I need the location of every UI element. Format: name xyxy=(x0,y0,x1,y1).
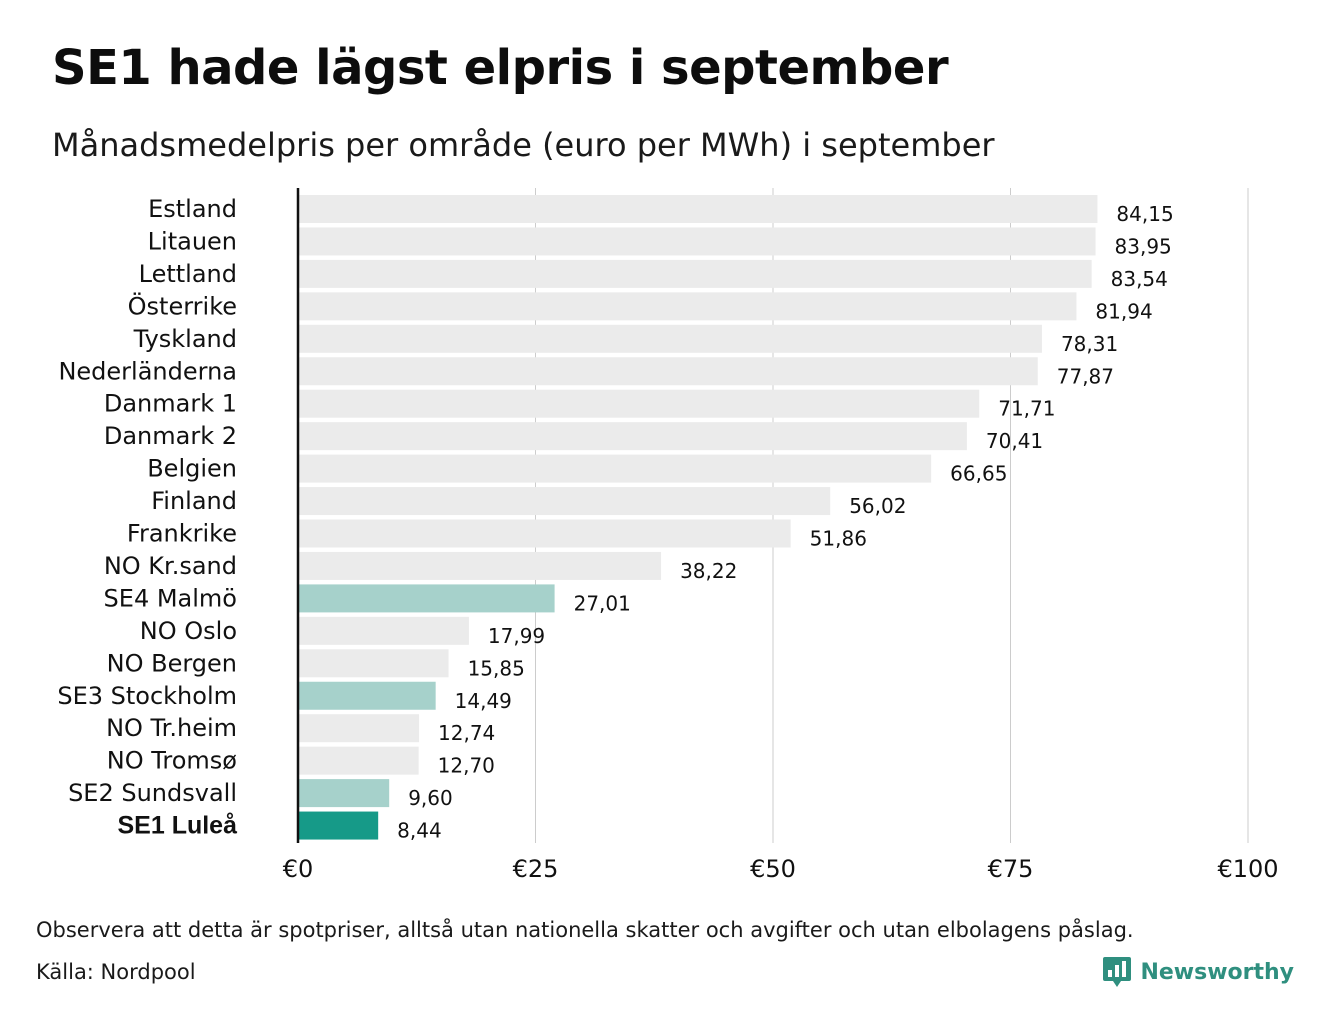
category-label: Litauen xyxy=(148,227,237,255)
category-label: Danmark 2 xyxy=(104,422,237,450)
category-label: NO Bergen xyxy=(107,649,237,677)
brand-logo: Newsworthy xyxy=(1102,955,1294,989)
bars xyxy=(296,188,1098,843)
bar xyxy=(298,357,1038,386)
category-label: NO Tromsø xyxy=(107,747,237,775)
bar xyxy=(298,649,449,678)
category-label: Österrike xyxy=(128,291,237,320)
bar xyxy=(298,779,390,808)
x-tick-label: €75 xyxy=(988,855,1034,883)
category-label: NO Kr.sand xyxy=(104,552,237,580)
x-tick-label: €100 xyxy=(1217,855,1278,883)
bar xyxy=(298,681,436,710)
category-label: Nederländerna xyxy=(58,357,237,385)
bar xyxy=(298,195,1098,223)
value-label: 27,01 xyxy=(574,591,631,615)
bar xyxy=(298,324,1042,353)
value-label: 78,31 xyxy=(1061,332,1118,356)
bar xyxy=(298,389,980,418)
x-tick-label: €25 xyxy=(513,855,559,883)
bar xyxy=(298,616,469,645)
value-label: 83,54 xyxy=(1111,267,1168,291)
value-label: 51,86 xyxy=(810,527,867,551)
value-label: 81,94 xyxy=(1095,299,1152,323)
value-label: 15,85 xyxy=(468,656,525,680)
category-label: Danmark 1 xyxy=(104,390,237,418)
bar xyxy=(298,551,662,580)
chart-subtitle: Månadsmedelpris per område (euro per MWh… xyxy=(52,126,995,164)
x-tick-label: €50 xyxy=(750,855,796,883)
value-label: 38,22 xyxy=(680,559,737,583)
category-label: Finland xyxy=(151,487,237,515)
category-label: Estland xyxy=(148,195,237,223)
value-label: 17,99 xyxy=(488,624,545,648)
value-label: 70,41 xyxy=(986,429,1043,453)
x-tick-label: €0 xyxy=(283,855,314,883)
bar xyxy=(298,714,420,743)
source-note: Källa: Nordpool xyxy=(36,960,196,984)
value-label: 14,49 xyxy=(455,689,512,713)
bar xyxy=(298,487,831,516)
category-label: SE4 Malmö xyxy=(104,584,237,612)
value-label: 71,71 xyxy=(998,397,1055,421)
category-label: Frankrike xyxy=(127,520,237,548)
bar-chart-speech-bubble-icon xyxy=(1103,957,1132,987)
category-label: NO Tr.heim xyxy=(106,714,237,742)
bar xyxy=(298,454,932,483)
bar xyxy=(298,584,555,613)
labels: €0 €25 €50 €75 €100 Estland 84,15 Litauen 83,95 L… xyxy=(57,195,1278,883)
value-label: 8,44 xyxy=(397,819,442,843)
value-label: 56,02 xyxy=(849,494,906,518)
value-label: 66,65 xyxy=(950,462,1007,486)
bar xyxy=(298,292,1077,321)
bar xyxy=(298,259,1092,288)
value-label: 9,60 xyxy=(408,786,453,810)
category-label: NO Oslo xyxy=(140,617,237,645)
category-label: Tyskland xyxy=(133,325,237,353)
category-label: Lettland xyxy=(139,260,237,288)
chart-title: SE1 hade lägst elpris i september xyxy=(52,40,949,96)
bar-chart: €0 €25 €50 €75 €100 Estland 84,15 Litauen 83,95 L… xyxy=(57,188,1279,883)
value-label: 12,70 xyxy=(438,754,495,778)
category-label: SE2 Sundsvall xyxy=(68,779,237,807)
category-label: Belgien xyxy=(147,455,237,483)
brand-name: Newsworthy xyxy=(1140,959,1294,985)
value-label: 84,15 xyxy=(1116,202,1173,226)
category-label: SE3 Stockholm xyxy=(57,682,237,710)
bar xyxy=(298,811,379,840)
bar xyxy=(298,746,419,775)
value-label: 83,95 xyxy=(1115,234,1172,258)
value-label: 12,74 xyxy=(438,721,495,745)
footnote: Observera att detta är spotpriser, allts… xyxy=(36,918,1134,942)
value-label: 77,87 xyxy=(1057,364,1114,388)
category-label: SE1 Luleå xyxy=(118,812,238,840)
bar xyxy=(298,422,967,451)
bar xyxy=(298,227,1096,256)
bar xyxy=(298,519,791,548)
